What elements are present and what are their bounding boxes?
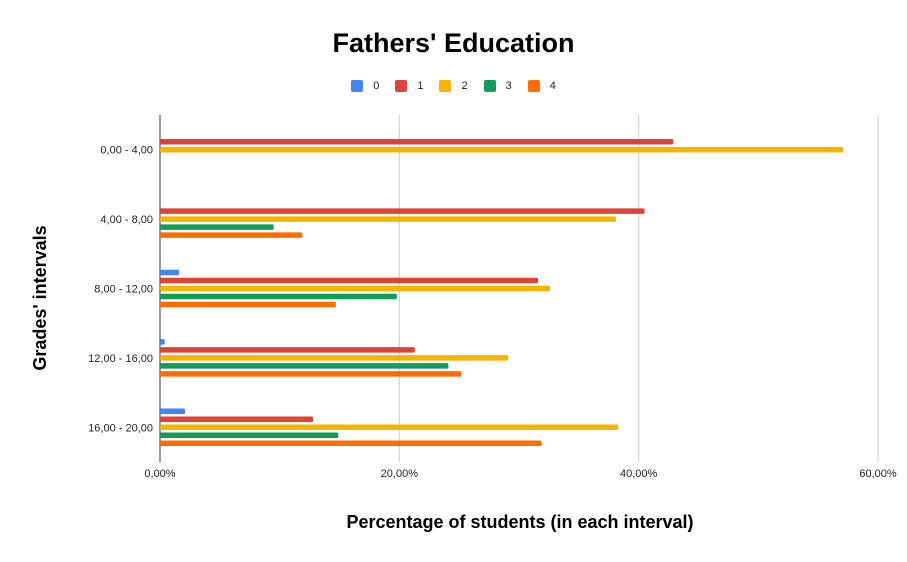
bar (160, 232, 303, 238)
bar (160, 293, 397, 300)
legend-label: 4 (549, 80, 556, 92)
bar (160, 301, 336, 308)
y-tick-label: 0,00 - 4,00 (100, 145, 153, 157)
x-tick-label: 40,00% (620, 468, 658, 480)
y-tick-label: 4,00 - 8,00 (100, 214, 153, 226)
legend-swatch (483, 80, 496, 92)
bar (160, 371, 462, 377)
legend-item: 1 (395, 80, 423, 92)
bar (160, 424, 619, 431)
legend-label: 0 (373, 80, 380, 92)
bar (160, 269, 180, 276)
y-tick-labels: 0,00 - 4,00 4,00 - 8,00 8,00 - 12,00 12,00 … (88, 145, 153, 435)
bar (160, 432, 339, 439)
bar (160, 285, 551, 292)
x-tick-labels: 0,00% 20,00% 40,00% 60,00% (144, 468, 896, 480)
y-tick-label: 8,00 - 12,00 (94, 284, 153, 296)
legend-label: 2 (461, 80, 468, 92)
y-axis-title: Grades' intervals (30, 225, 50, 370)
chart-title: Fathers' Education (332, 28, 575, 58)
x-tick-label: 60,00% (859, 468, 897, 480)
bar (160, 363, 449, 369)
bar (160, 355, 509, 361)
bar (160, 208, 645, 214)
bar (160, 408, 186, 415)
bar (160, 347, 415, 353)
bar (160, 138, 674, 145)
bar (160, 224, 274, 230)
legend-item: 3 (483, 80, 512, 92)
bar (160, 339, 165, 345)
legend-swatch (527, 80, 540, 92)
y-tick-label: 16,00 - 20,00 (88, 422, 153, 434)
legend-item: 2 (439, 80, 468, 92)
legend-swatch (351, 80, 364, 92)
legend-item: 0 (351, 80, 379, 92)
bar (160, 416, 314, 423)
bar (160, 216, 616, 222)
legend-swatch (395, 80, 408, 92)
x-tick-label: 20,00% (381, 468, 419, 480)
bar (160, 146, 844, 153)
y-tick-label: 12,00 - 16,00 (88, 353, 153, 365)
x-axis-title: Percentage of students (in each interval… (346, 512, 693, 532)
legend-swatch (439, 80, 452, 92)
legend-label: 1 (417, 80, 424, 92)
x-tick-label: 0,00% (144, 468, 175, 480)
chart-legend: 0 1 2 3 4 (0, 80, 907, 92)
legend-label: 3 (505, 80, 512, 92)
bar (160, 440, 542, 447)
bars (160, 138, 844, 447)
bar (160, 277, 539, 284)
legend-item: 4 (527, 80, 556, 92)
